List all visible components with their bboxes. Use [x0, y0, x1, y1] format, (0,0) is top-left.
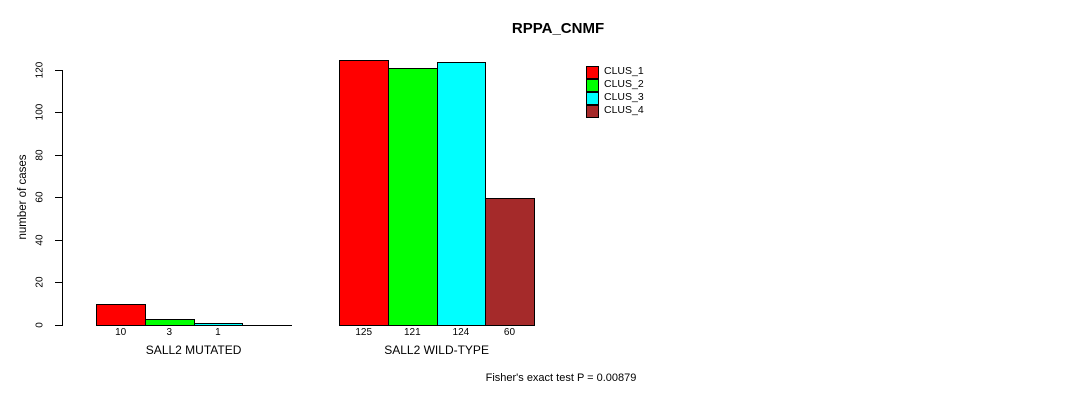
bar-clus_3 — [193, 323, 244, 326]
bar-clus_2 — [145, 319, 195, 326]
y-axis-tick-label: 100 — [34, 103, 46, 121]
group-label: SALL2 MUTATED — [145, 343, 242, 357]
bar-value-label: 1 — [215, 327, 221, 338]
bar-value-label: 125 — [355, 327, 373, 338]
legend-label-clus_3: CLUS_3 — [604, 91, 644, 103]
chart-title: RPPA_CNMF — [511, 20, 605, 37]
y-axis-tick — [55, 282, 62, 283]
bar-clus_3 — [436, 62, 487, 326]
legend-swatch-clus_4 — [586, 105, 599, 118]
y-axis-tick-label: 80 — [34, 148, 46, 161]
y-axis-title: number of cases — [17, 154, 29, 240]
bar-clus_1 — [339, 59, 389, 326]
y-axis-tick-label: 0 — [34, 321, 46, 328]
bar-value-label: 124 — [452, 327, 470, 338]
legend-label-clus_2: CLUS_2 — [604, 78, 644, 90]
y-axis-tick — [55, 154, 62, 156]
y-axis-tick-label: 40 — [34, 233, 46, 246]
legend-swatch-clus_2 — [586, 79, 599, 92]
y-axis-tick — [55, 239, 62, 241]
bar-value-label: 60 — [503, 327, 516, 338]
y-axis-tick-label: 120 — [34, 61, 46, 78]
legend-swatch-clus_3 — [586, 92, 599, 105]
y-axis-tick-label: 20 — [34, 276, 46, 288]
y-axis-tick — [55, 197, 62, 198]
fisher-exact-test-annotation: Fisher's exact test P = 0.00879 — [485, 372, 637, 384]
bar-clus_4 — [485, 198, 535, 326]
y-axis-line — [62, 69, 63, 326]
bar-clus_1 — [96, 304, 146, 326]
legend-label-clus_4: CLUS_4 — [604, 104, 644, 116]
bar-value-label: 121 — [403, 327, 421, 338]
bar-value-label: 10 — [115, 327, 127, 338]
bar-value-label: 3 — [166, 327, 173, 338]
group-label: SALL2 WILD-TYPE — [384, 343, 489, 357]
legend-label-clus_1: CLUS_1 — [604, 65, 644, 77]
y-axis-tick — [55, 324, 62, 326]
bar-clus_2 — [388, 68, 438, 326]
y-axis-tick — [55, 69, 62, 71]
legend-swatch-clus_1 — [586, 66, 599, 79]
y-axis-tick — [55, 112, 62, 113]
y-axis-tick-label: 60 — [34, 191, 46, 203]
